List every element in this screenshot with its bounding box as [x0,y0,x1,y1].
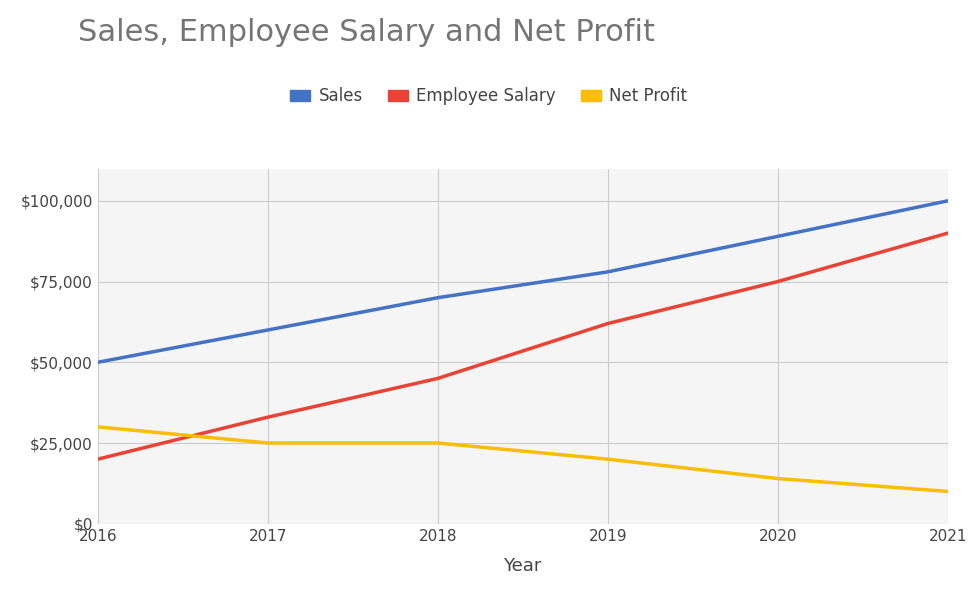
X-axis label: Year: Year [503,557,542,576]
Text: Sales, Employee Salary and Net Profit: Sales, Employee Salary and Net Profit [78,18,656,47]
Legend: Sales, Employee Salary, Net Profit: Sales, Employee Salary, Net Profit [283,81,694,112]
